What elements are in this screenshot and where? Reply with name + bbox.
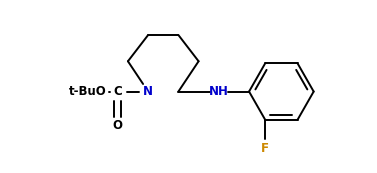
Text: F: F <box>261 142 269 155</box>
Text: O: O <box>113 119 123 132</box>
Text: C: C <box>113 85 122 98</box>
Text: NH: NH <box>209 85 229 98</box>
Text: N: N <box>143 85 153 98</box>
Text: t-BuO: t-BuO <box>69 85 106 98</box>
